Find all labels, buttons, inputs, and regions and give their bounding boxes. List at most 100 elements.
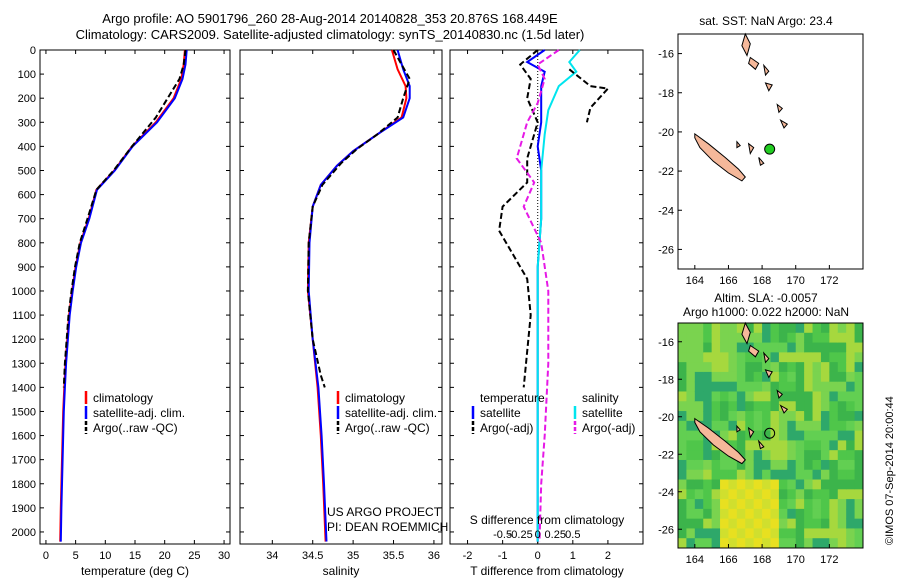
sla-cell	[762, 479, 771, 490]
x-tick-label: 15	[129, 550, 141, 562]
temperature-series	[59, 49, 188, 542]
sla-cell	[770, 342, 780, 353]
sla-cell	[736, 411, 746, 422]
sla-cell	[686, 381, 696, 392]
salinity-legend: climatology satellite-adj. clim. Argo(..…	[336, 391, 437, 435]
sla-cell	[728, 342, 738, 353]
sla-cell	[787, 518, 797, 529]
sla-cell	[795, 440, 805, 451]
x-tick-label: 10	[99, 550, 111, 562]
sla-cell	[829, 362, 839, 373]
sla-cell	[711, 450, 721, 461]
sla-cell	[694, 450, 704, 461]
sla-cell	[703, 440, 713, 451]
sla-cell	[762, 489, 771, 500]
temperature-plot-frame	[39, 49, 231, 545]
sla-cell	[787, 391, 797, 402]
sla-cell	[678, 469, 687, 481]
imos-watermark: ©IMOS 07-Sep-2014 20:00:44	[884, 396, 896, 545]
sla-cell	[804, 362, 814, 373]
sla-cell	[854, 352, 864, 363]
sla-cell	[829, 323, 839, 334]
sla-cell	[770, 411, 780, 422]
sla-cell	[812, 381, 822, 392]
sla-cell	[745, 508, 755, 520]
sla-cell	[846, 401, 856, 412]
sla-cell	[678, 342, 687, 353]
sla-cell	[694, 430, 704, 441]
sla-cell	[804, 440, 814, 451]
sla-cell	[854, 528, 864, 539]
sla-cell	[804, 528, 814, 539]
sla-cell	[778, 450, 788, 461]
sla-cell	[720, 430, 729, 441]
difference-plot-frame	[449, 49, 644, 545]
sla-cell	[770, 401, 780, 412]
sla-cell	[694, 538, 704, 549]
sla-cell	[846, 479, 856, 490]
sla-cell	[837, 342, 847, 353]
sla-cell	[703, 518, 713, 529]
sla-cell	[703, 381, 713, 392]
sla-cell	[795, 411, 805, 422]
sla-cell	[736, 518, 746, 529]
sla-cell	[778, 323, 788, 334]
sst-map-ticks: 164 166 168 170 172 -16 -18 -20 -22 -24 -26	[658, 49, 838, 287]
sla-cell	[829, 440, 839, 451]
sla-cell	[795, 371, 805, 383]
sla-cell	[703, 391, 713, 402]
sla-cell	[846, 459, 856, 471]
sla-cell	[711, 528, 721, 539]
top-tick-label: -0.25	[508, 529, 533, 541]
sla-cell	[787, 450, 797, 461]
difference-legend: temperature satellite Argo(-adj) salinit…	[471, 391, 635, 435]
sla-cell	[762, 362, 771, 373]
sla-cell	[854, 459, 864, 471]
sla-cell	[795, 489, 805, 500]
sla-cell	[804, 469, 814, 481]
sla-cell	[846, 371, 856, 383]
sla-cell	[770, 420, 780, 432]
sla-cell	[787, 371, 797, 383]
sla-cell	[770, 538, 780, 549]
top-tick-label: -0.5	[493, 529, 512, 541]
sla-cell	[778, 538, 788, 549]
sla-cell	[787, 323, 797, 334]
sla-cell	[804, 430, 814, 441]
legend-s-argo-label: Argo(-adj)	[582, 421, 635, 435]
sla-cell	[837, 469, 847, 481]
sla-cell	[787, 352, 797, 363]
x-tick-label: 0	[43, 550, 49, 562]
sla-cell	[846, 323, 856, 334]
sla-cell	[694, 411, 704, 422]
sla-cell	[694, 518, 704, 529]
y-tick-label: 200	[18, 93, 36, 105]
sla-cell	[753, 342, 763, 353]
sla-cell	[728, 323, 738, 334]
sla-cell	[678, 362, 687, 373]
sla-cell	[778, 469, 788, 481]
sla-cell	[846, 381, 856, 392]
y-tick-label: 600	[18, 190, 36, 202]
sla-cell	[854, 323, 864, 334]
sla-cell	[753, 371, 763, 383]
sla-cell	[787, 489, 797, 500]
sla-cell	[778, 430, 788, 441]
sla-cell	[837, 440, 847, 451]
sla-cell	[787, 332, 797, 344]
sla-cell	[787, 381, 797, 392]
sla-cell	[711, 381, 721, 392]
sla-cell	[804, 401, 814, 412]
sla-cell	[694, 381, 704, 392]
sla-cell	[753, 469, 763, 481]
sla-cell	[678, 323, 687, 334]
sla-cell	[787, 440, 797, 451]
sla-cell	[795, 450, 805, 461]
sla-cell	[711, 401, 721, 412]
sla-cell	[703, 371, 713, 383]
sst-map-panel: sat. SST: NaN Argo: 23.4 164 166 168 170 172…	[658, 14, 864, 287]
sla-cell	[812, 342, 822, 353]
y-tick-label: 800	[18, 238, 36, 250]
sla-cell	[720, 381, 729, 392]
map-x-tick-label: 170	[787, 554, 805, 566]
